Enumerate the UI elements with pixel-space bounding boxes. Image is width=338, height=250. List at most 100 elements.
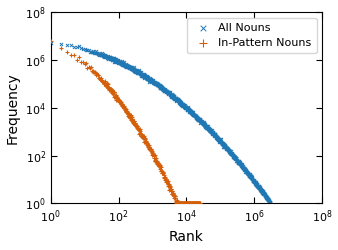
All Nouns xyxy=(58,42,64,46)
All Nouns xyxy=(129,68,135,71)
All Nouns xyxy=(232,156,238,160)
All Nouns xyxy=(211,132,216,136)
In-Pattern Nouns xyxy=(94,72,100,76)
All Nouns xyxy=(110,56,116,60)
All Nouns xyxy=(135,71,140,75)
In-Pattern Nouns xyxy=(182,202,187,205)
All Nouns xyxy=(262,192,267,196)
All Nouns xyxy=(153,82,159,86)
All Nouns xyxy=(230,153,236,157)
All Nouns xyxy=(193,114,198,117)
In-Pattern Nouns xyxy=(130,117,135,121)
All Nouns xyxy=(259,188,265,192)
All Nouns xyxy=(79,46,84,50)
All Nouns xyxy=(218,140,224,144)
All Nouns xyxy=(167,90,172,94)
All Nouns xyxy=(183,106,189,110)
All Nouns xyxy=(209,131,215,135)
All Nouns xyxy=(124,64,130,68)
All Nouns xyxy=(180,103,186,107)
All Nouns xyxy=(125,65,130,69)
All Nouns xyxy=(140,73,146,77)
In-Pattern Nouns xyxy=(173,196,178,200)
All Nouns xyxy=(144,75,149,79)
All Nouns xyxy=(228,149,233,153)
All Nouns xyxy=(229,151,234,155)
All Nouns xyxy=(201,122,207,126)
All Nouns xyxy=(218,138,223,141)
All Nouns xyxy=(149,79,154,83)
All Nouns xyxy=(240,166,246,170)
All Nouns xyxy=(153,81,158,85)
In-Pattern Nouns xyxy=(187,202,193,205)
All Nouns xyxy=(117,60,123,64)
All Nouns xyxy=(234,158,240,162)
All Nouns xyxy=(128,65,133,69)
All Nouns xyxy=(178,99,183,103)
All Nouns xyxy=(147,79,152,83)
In-Pattern Nouns xyxy=(143,141,149,145)
All Nouns xyxy=(218,140,223,143)
All Nouns xyxy=(214,134,219,138)
All Nouns xyxy=(143,76,149,80)
In-Pattern Nouns xyxy=(135,126,140,130)
All Nouns xyxy=(188,108,193,112)
All Nouns xyxy=(192,113,198,117)
All Nouns xyxy=(99,51,104,55)
All Nouns xyxy=(179,103,185,107)
All Nouns xyxy=(111,58,116,62)
All Nouns xyxy=(242,167,247,171)
In-Pattern Nouns xyxy=(145,145,150,149)
All Nouns xyxy=(261,192,266,196)
In-Pattern Nouns xyxy=(74,58,80,62)
In-Pattern Nouns xyxy=(155,163,161,167)
All Nouns xyxy=(180,104,186,108)
In-Pattern Nouns xyxy=(95,73,100,77)
All Nouns xyxy=(213,134,219,138)
All Nouns xyxy=(230,153,235,157)
All Nouns xyxy=(181,102,186,106)
All Nouns xyxy=(141,72,146,76)
All Nouns xyxy=(250,179,256,183)
All Nouns xyxy=(171,95,176,99)
In-Pattern Nouns xyxy=(133,124,139,128)
In-Pattern Nouns xyxy=(114,95,120,99)
In-Pattern Nouns xyxy=(90,69,95,73)
All Nouns xyxy=(175,97,180,101)
All Nouns xyxy=(257,186,262,190)
In-Pattern Nouns xyxy=(164,180,169,184)
All Nouns xyxy=(210,131,215,135)
In-Pattern Nouns xyxy=(137,127,142,131)
All Nouns xyxy=(204,124,209,128)
All Nouns xyxy=(117,60,122,64)
All Nouns xyxy=(241,166,246,170)
In-Pattern Nouns xyxy=(135,126,141,130)
In-Pattern Nouns xyxy=(143,136,148,140)
All Nouns xyxy=(259,189,264,193)
In-Pattern Nouns xyxy=(127,116,133,119)
All Nouns xyxy=(254,182,259,186)
All Nouns xyxy=(250,179,256,183)
All Nouns xyxy=(116,61,121,65)
All Nouns xyxy=(223,146,228,150)
All Nouns xyxy=(187,110,193,114)
All Nouns xyxy=(187,109,192,113)
All Nouns xyxy=(203,122,208,126)
In-Pattern Nouns xyxy=(118,102,124,105)
All Nouns xyxy=(264,196,269,200)
All Nouns xyxy=(186,109,192,113)
All Nouns xyxy=(247,174,252,178)
All Nouns xyxy=(198,119,204,123)
In-Pattern Nouns xyxy=(153,159,159,163)
All Nouns xyxy=(122,63,128,67)
All Nouns xyxy=(152,80,157,84)
All Nouns xyxy=(87,50,92,54)
All Nouns xyxy=(149,78,154,82)
In-Pattern Nouns xyxy=(193,202,199,205)
All Nouns xyxy=(96,52,101,56)
In-Pattern Nouns xyxy=(195,202,201,205)
All Nouns xyxy=(259,189,264,193)
All Nouns xyxy=(139,73,145,77)
All Nouns xyxy=(115,60,121,64)
All Nouns xyxy=(119,61,124,65)
